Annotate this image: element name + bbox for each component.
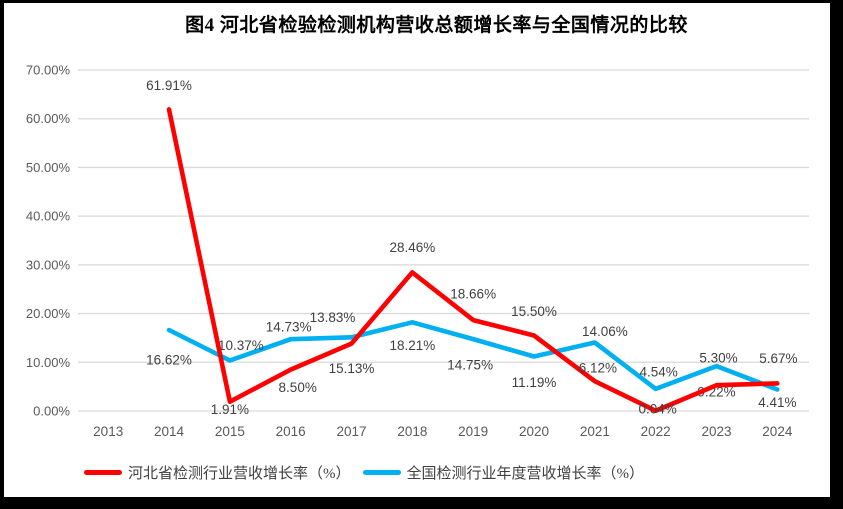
x-axis-tick-label: 2016 [276,424,306,439]
data-label: 13.83% [310,310,356,325]
data-label: 61.91% [146,78,192,93]
data-label: 15.13% [329,361,375,376]
data-label: 14.73% [266,320,312,335]
data-label: 5.30% [699,351,737,366]
legend-item-national: 全国检测行业年度营收增长率（%） [362,462,645,483]
x-axis-tick-label: 2018 [397,424,427,439]
y-axis-tick-label: 70.00% [26,63,71,78]
y-axis-tick-label: 60.00% [26,111,71,126]
y-axis-tick-label: 10.00% [26,355,71,370]
data-label: 10.37% [218,338,264,353]
data-label: 18.21% [389,338,435,353]
x-axis-tick-label: 2024 [762,424,793,439]
series-line-0 [166,107,780,414]
series-line-1 [166,319,780,392]
data-label: 16.62% [146,353,192,368]
x-axis-tick-label: 2023 [701,424,731,439]
data-label: 5.67% [759,351,797,366]
x-axis-tick-label: 2013 [93,424,123,439]
x-axis-tick-label: 2021 [580,424,610,439]
data-label: 15.50% [511,304,557,319]
data-label: 14.06% [582,324,628,339]
chart-title: 图4 河北省检验检测机构营收总额增长率与全国情况的比较 [185,15,688,36]
data-label: 14.75% [447,358,493,373]
y-axis-tick-label: 50.00% [26,160,71,175]
data-label: 28.46% [389,240,435,255]
x-axis-tick-label: 2020 [519,424,549,439]
x-axis-tick-label: 2014 [154,424,185,439]
y-axis-tick-label: 40.00% [26,209,71,224]
data-label: 18.66% [450,287,496,302]
y-axis-tick-label: 30.00% [26,257,71,272]
data-label: 8.50% [279,380,317,395]
data-label: 6.12% [579,361,617,376]
chart-legend: 河北省检测行业营收增长率（%） 全国检测行业年度营收增长率（%） [0,462,728,483]
y-axis-tick-label: 20.00% [26,306,71,321]
legend-label-hebei: 河北省检测行业营收增长率（%） [128,466,351,482]
data-label: 0.04% [639,401,677,416]
x-axis-tick-label: 2015 [215,424,245,439]
legend-swatch-hebei [84,470,122,475]
y-axis-tick-label: 0.00% [33,404,70,419]
legend-label-national: 全国检测行业年度营收增长率（%） [406,466,645,482]
legend-item-hebei: 河北省检测行业营收增长率（%） [84,462,351,483]
x-axis-tick-label: 2022 [641,424,671,439]
data-label: 4.41% [758,395,796,410]
x-axis-tick-label: 2017 [336,424,366,439]
data-label: 1.91% [211,402,249,417]
legend-swatch-national [362,470,401,475]
chart-canvas [4,3,830,497]
data-label: 4.54% [640,364,678,379]
data-label: 11.19% [512,375,557,390]
x-axis-tick-label: 2019 [458,424,488,439]
